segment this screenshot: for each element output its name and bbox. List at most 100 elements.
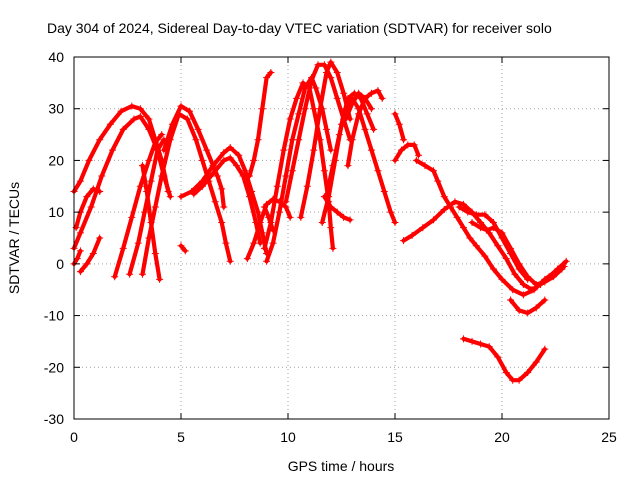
- y-axis-label: SDTVAR / TECUs: [6, 182, 22, 294]
- data-point: [192, 136, 200, 144]
- data-point: [218, 218, 226, 226]
- data-point: [147, 218, 155, 226]
- data-point: [363, 110, 371, 118]
- data-point: [374, 87, 382, 95]
- data-point: [355, 89, 363, 97]
- series-trace: [178, 145, 269, 256]
- data-point: [320, 167, 328, 175]
- data-point: [117, 107, 125, 115]
- data-point: [305, 84, 313, 92]
- data-point: [509, 286, 517, 294]
- data-point: [481, 211, 489, 219]
- series-arc-12: [190, 154, 264, 247]
- data-point: [419, 224, 427, 232]
- data-point: [335, 131, 343, 139]
- data-point: [316, 105, 324, 113]
- y-tick-label: 40: [48, 49, 64, 65]
- data-point: [380, 187, 388, 195]
- data-point: [153, 146, 161, 154]
- data-point: [83, 193, 91, 201]
- data-point: [267, 69, 275, 77]
- data-point: [295, 136, 303, 144]
- data-point: [391, 218, 399, 226]
- data-point: [554, 265, 562, 273]
- data-point: [494, 353, 502, 361]
- data-point: [275, 208, 283, 216]
- data-point: [168, 120, 176, 128]
- data-point: [211, 198, 219, 206]
- series-arc-18: [297, 58, 354, 221]
- data-point: [400, 237, 408, 245]
- data-point: [177, 242, 185, 250]
- data-point: [293, 94, 301, 102]
- data-point: [145, 115, 153, 123]
- data-point: [119, 125, 127, 133]
- data-point: [256, 218, 264, 226]
- data-point: [519, 291, 527, 299]
- y-tick-label: 20: [48, 152, 64, 168]
- data-point: [400, 136, 408, 144]
- data-point: [404, 141, 412, 149]
- data-point: [348, 100, 356, 108]
- data-point: [459, 200, 467, 208]
- data-point: [203, 146, 211, 154]
- data-point: [451, 198, 459, 206]
- series-trace: [245, 197, 293, 261]
- data-point: [367, 105, 375, 113]
- data-point: [344, 162, 352, 170]
- data-point: [459, 224, 467, 232]
- series-arc-32: [459, 335, 549, 384]
- data-point: [145, 125, 153, 133]
- data-point: [128, 102, 136, 110]
- data-point: [265, 213, 273, 221]
- data-point: [333, 208, 341, 216]
- series-arc-11: [177, 144, 271, 258]
- data-point: [468, 337, 476, 345]
- series-arc-30: [507, 296, 549, 317]
- data-point: [434, 177, 442, 185]
- data-point: [524, 273, 532, 281]
- data-point: [519, 281, 527, 289]
- data-point: [511, 270, 519, 278]
- data-point: [430, 167, 438, 175]
- data-point: [310, 146, 318, 154]
- data-point: [286, 115, 294, 123]
- series-trace: [461, 336, 547, 383]
- data-point: [502, 368, 510, 376]
- x-tick-label: 10: [280, 429, 296, 445]
- data-point: [96, 187, 104, 195]
- data-point: [532, 304, 540, 312]
- data-point: [312, 84, 320, 92]
- data-point: [397, 146, 405, 154]
- data-point: [233, 162, 241, 170]
- data-point: [183, 115, 191, 123]
- y-tick-label: -30: [44, 411, 64, 427]
- series-arc-10: [177, 242, 189, 255]
- data-point: [541, 296, 549, 304]
- data-point: [515, 306, 523, 314]
- data-point: [412, 156, 420, 164]
- series-arc-31: [528, 257, 570, 294]
- data-point: [147, 177, 155, 185]
- series-trace: [140, 111, 233, 277]
- data-point: [198, 156, 206, 164]
- series-arc-34: [260, 203, 277, 234]
- data-point: [537, 281, 545, 289]
- data-point: [329, 162, 337, 170]
- data-point: [515, 376, 523, 384]
- data-point: [361, 94, 369, 102]
- axis-ticks: [73, 56, 610, 420]
- data-point: [111, 273, 119, 281]
- data-point: [160, 146, 168, 154]
- series-arc-23: [342, 89, 375, 123]
- data-point: [310, 105, 318, 113]
- data-point: [327, 203, 335, 211]
- data-point: [378, 94, 386, 102]
- data-point: [282, 172, 290, 180]
- data-point: [346, 216, 354, 224]
- series-trace: [264, 75, 333, 264]
- data-point: [340, 213, 348, 221]
- series-arc-9: [160, 102, 228, 211]
- data-point: [483, 226, 491, 234]
- data-point: [466, 234, 474, 242]
